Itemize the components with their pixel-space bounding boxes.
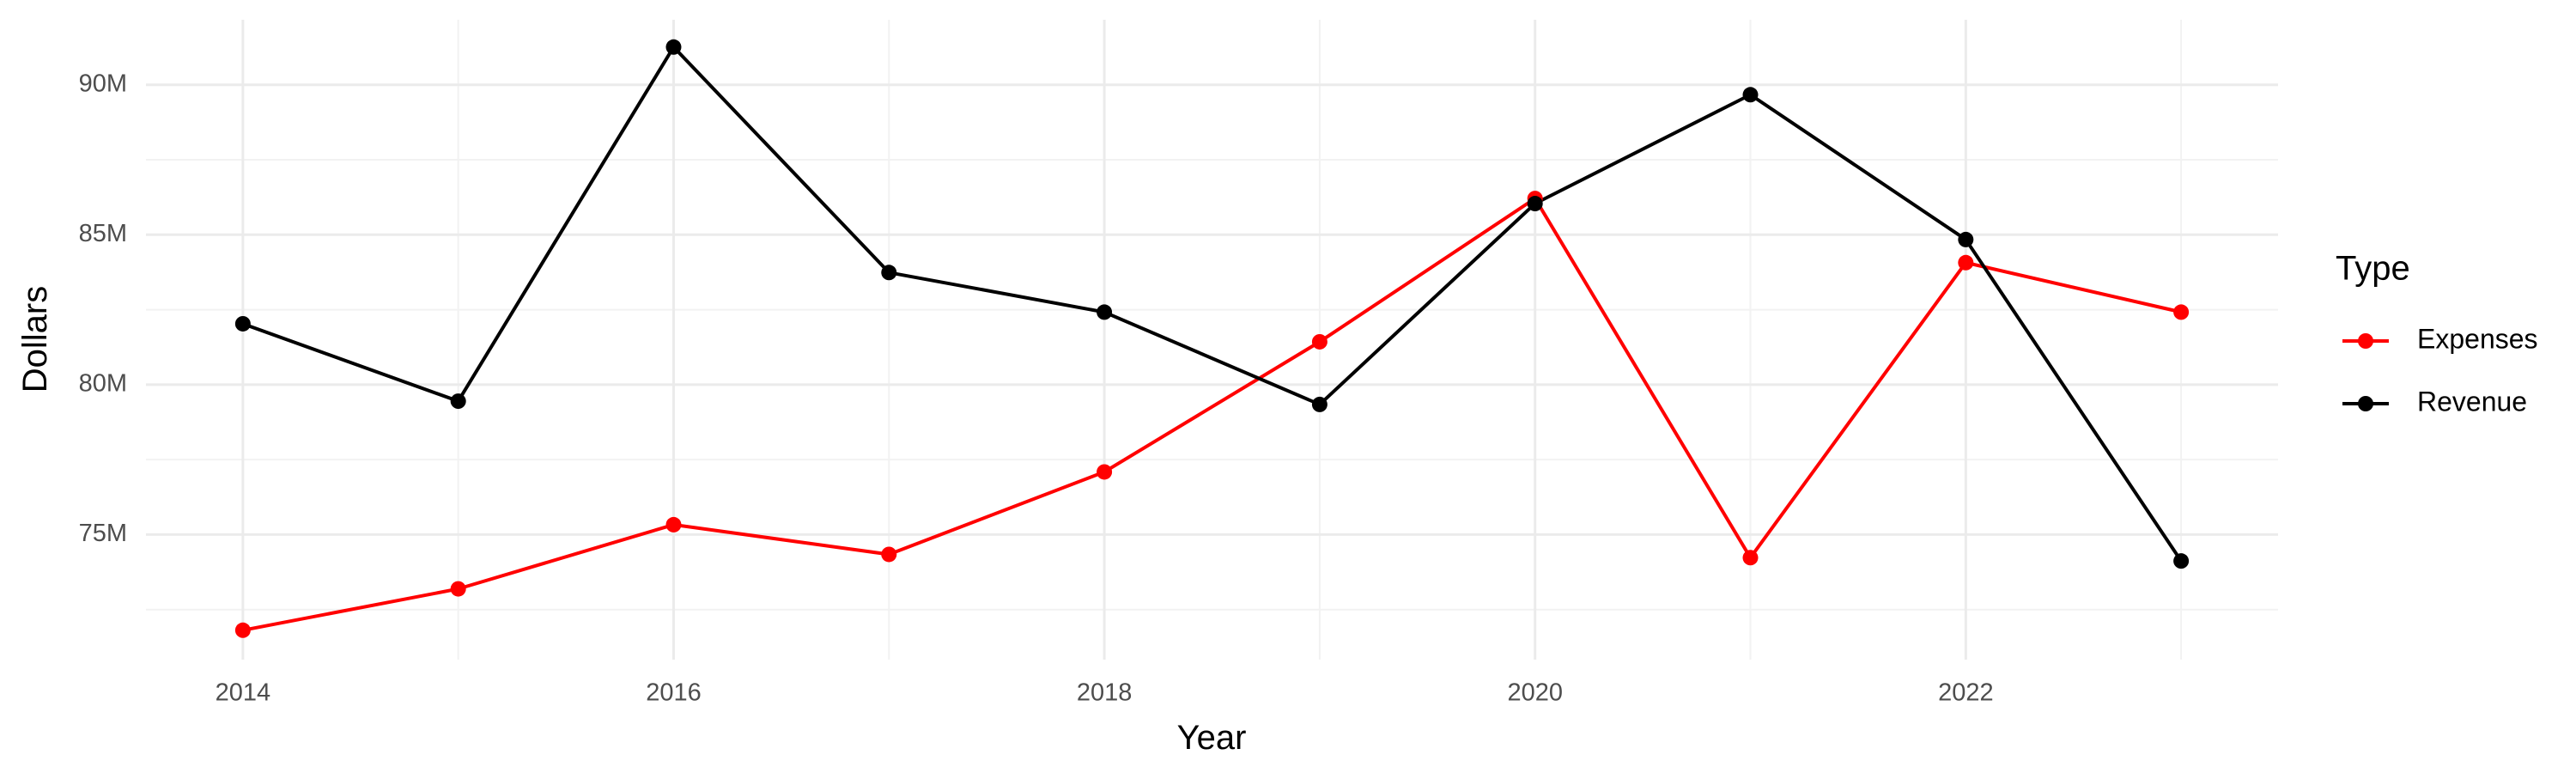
data-point (234, 315, 251, 332)
y-tick-label: 75M (79, 520, 127, 547)
series-line (242, 44, 2183, 563)
x-tick-label: 2016 (646, 679, 702, 707)
data-point (881, 265, 897, 281)
data-point (1097, 464, 1113, 480)
data-point (881, 546, 897, 563)
data-point (1958, 254, 1974, 271)
y-tick-label: 80M (79, 370, 127, 398)
data-point (2173, 304, 2190, 320)
legend-point (2358, 333, 2373, 349)
data-point (1742, 87, 1759, 103)
data-point (665, 39, 682, 55)
y-axis-title: Dollars (16, 286, 54, 393)
data-point (450, 393, 466, 410)
legend-title: Type (2336, 250, 2410, 288)
x-tick-label: 2020 (1507, 679, 1563, 707)
legend-label: Revenue (2417, 386, 2527, 417)
data-point (2173, 553, 2190, 569)
legend-label: Expenses (2417, 323, 2538, 354)
x-tick-label: 2018 (1077, 679, 1133, 707)
x-tick-label: 2022 (1938, 679, 1994, 707)
data-point (1311, 333, 1327, 350)
x-axis-title: Year (1177, 719, 1247, 757)
y-tick-label: 85M (79, 220, 127, 247)
series-line (242, 196, 2182, 632)
x-tick-label: 2014 (216, 679, 271, 707)
data-point (450, 581, 466, 597)
data-point (1311, 396, 1327, 412)
data-point (1097, 304, 1113, 320)
data-point (1527, 196, 1543, 212)
data-point (1958, 231, 1974, 247)
y-tick-label: 90M (79, 70, 127, 97)
legend-point (2358, 396, 2373, 411)
data-point (665, 516, 682, 533)
data-point (1742, 550, 1759, 566)
data-point (234, 622, 251, 638)
